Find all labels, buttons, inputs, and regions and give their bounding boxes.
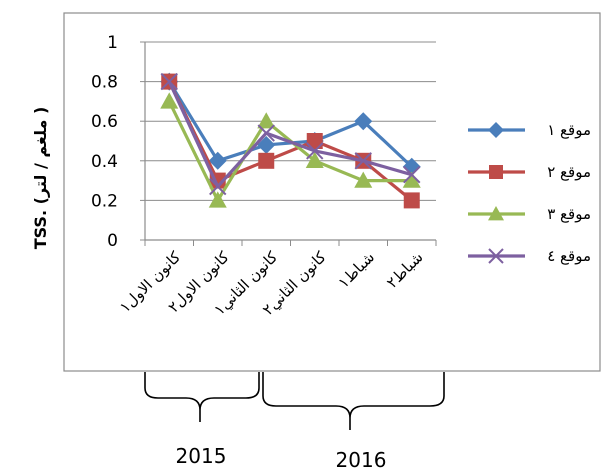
year-label-2016: 2016 [336, 448, 387, 472]
y-tick-label: 0.8 [91, 73, 118, 93]
x-marker-stroke [257, 124, 275, 142]
legend-marker [488, 248, 504, 264]
data-point [208, 191, 227, 208]
x-marker-stroke [160, 72, 178, 91]
legend-label: موقع ٤ [547, 247, 591, 265]
data-point [257, 124, 275, 142]
y-tick-label: 0.4 [91, 152, 118, 172]
legend-label: موقع ٢ [547, 163, 591, 181]
y-tick-label: 0.6 [91, 112, 118, 132]
y-tick-label: 0.2 [91, 191, 118, 211]
series-4 [160, 72, 421, 196]
legend-entry-3: موقع ٣ [468, 205, 591, 223]
data-point [402, 171, 421, 188]
data-point [354, 152, 372, 170]
x-marker-stroke [403, 165, 421, 184]
series-line [167, 80, 413, 202]
data-point [160, 92, 179, 109]
legend-marker [488, 122, 504, 138]
data-point [257, 112, 276, 129]
legend-label: موقع ١ [547, 121, 591, 139]
data-point [160, 72, 178, 91]
y-axis-label: TSS. (ملغم / لتر ) [31, 107, 50, 250]
x-marker-stroke [488, 248, 504, 264]
x-marker-stroke [209, 177, 227, 196]
data-point [208, 151, 227, 170]
legend-entry-4: موقع ٤ [468, 247, 591, 265]
legend-entry-1: موقع ١ [468, 121, 591, 139]
data-point [354, 112, 373, 131]
brace-2015 [144, 372, 260, 422]
data-point [209, 177, 227, 196]
x-marker-stroke [306, 142, 324, 160]
axes [140, 41, 437, 246]
legend-entry-2: موقع ٢ [468, 163, 591, 181]
legend: موقع ١ موقع ٢ موقع ٣ موقع ٤ [468, 121, 591, 265]
y-tick-labels: 0 0.2 0.4 0.6 0.8 1 [91, 33, 118, 251]
x-marker-stroke [354, 152, 372, 170]
data-point [258, 152, 275, 169]
data-series [160, 72, 421, 209]
series-line [167, 80, 413, 189]
y-tick-label: 1 [107, 33, 118, 53]
data-point [403, 165, 421, 184]
y-tick-label: 0 [107, 231, 118, 251]
data-point [306, 142, 324, 160]
legend-marker [489, 165, 503, 179]
legend-label: موقع ٣ [547, 205, 591, 223]
brace-2016 [262, 372, 445, 430]
data-point [354, 171, 373, 188]
year-label-2015: 2015 [176, 444, 227, 468]
data-point [305, 151, 324, 168]
chart-area-border [63, 12, 601, 372]
legend-marker [488, 206, 504, 221]
data-point [257, 135, 276, 154]
data-point [403, 192, 420, 209]
data-point [306, 133, 323, 149]
